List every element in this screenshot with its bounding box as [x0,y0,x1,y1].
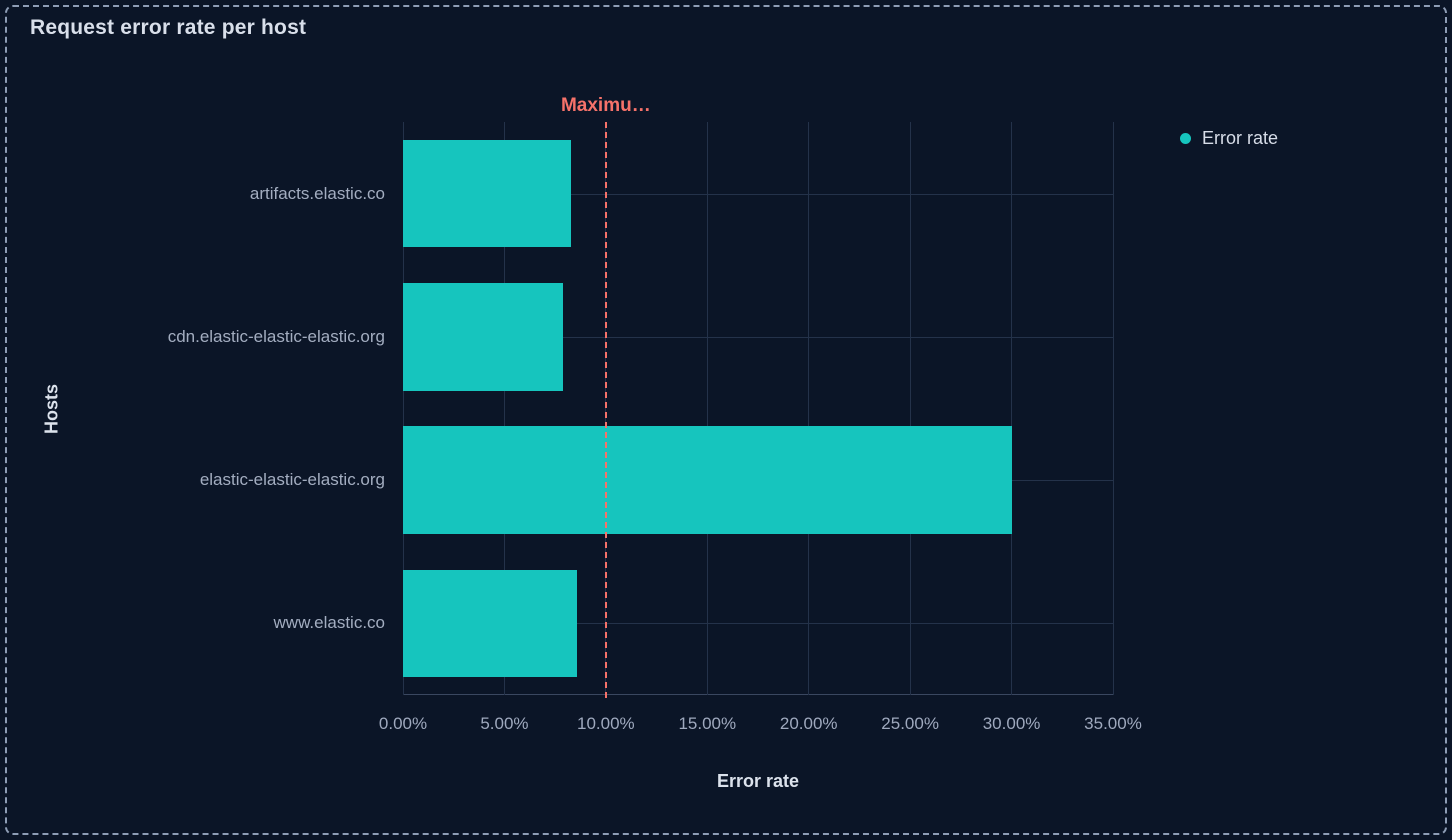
bar[interactable] [403,569,578,678]
horizontal-gridline [403,193,1113,195]
x-axis-tick-label: 30.00% [982,714,1041,733]
legend-item-label: Error rate [1202,128,1279,148]
vertical-gridline [808,122,810,695]
x-axis-tick-label: 0.00% [378,714,428,733]
x-axis-title: Error rate [716,771,800,791]
vertical-gridline [503,122,505,695]
x-axis-tick-label: 5.00% [480,714,529,733]
x-axis-tick-label: 35.00% [1084,714,1142,733]
y-axis-category-label: cdn.elastic-elastic-elastic.org [167,326,385,346]
y-axis-category-label: artifacts.elastic.co [249,183,385,203]
horizontal-gridline [403,336,1113,338]
x-axis-tick-label: 15.00% [678,714,737,733]
vertical-gridline [1011,122,1013,695]
vertical-gridline [706,122,708,695]
threshold-label: Maximu… [560,95,651,116]
bar[interactable] [403,426,1012,534]
vertical-gridline [909,122,911,695]
x-axis-tick-label: 20.00% [779,714,838,733]
threshold-line [604,122,607,699]
plot-area [402,122,1114,695]
vertical-gridline [402,122,404,695]
y-axis-category-label: elastic-elastic-elastic.org [199,470,385,490]
y-axis-labels: artifacts.elastic.co cdn.elastic-elastic-… [0,122,385,695]
panel-title: Request error rate per host [30,16,307,39]
x-axis-tick-label: 10.00% [577,714,635,733]
bar[interactable] [403,139,572,248]
x-axis-line [403,694,1113,695]
legend-series-dot-icon [1180,133,1191,144]
vertical-gridline [1112,122,1114,695]
x-axis-tick-label: 25.00% [881,714,939,733]
y-axis-category-label: www.elastic.co [273,613,385,633]
horizontal-gridline [403,623,1113,625]
legend[interactable]: Error rate [1180,128,1278,149]
bar[interactable] [403,283,564,391]
